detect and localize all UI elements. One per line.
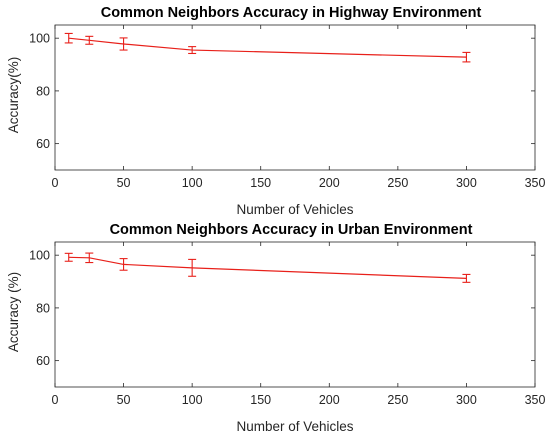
y-tick-label: 60	[36, 137, 50, 151]
chart-title: Common Neighbors Accuracy in Highway Env…	[101, 5, 482, 21]
x-tick-label: 150	[250, 393, 271, 407]
x-tick-label: 250	[387, 176, 408, 190]
y-tick-label: 100	[29, 249, 50, 263]
x-tick-label: 100	[182, 176, 203, 190]
axes-box	[54, 241, 536, 388]
x-tick-label: 0	[52, 393, 59, 407]
y-axis-label: Accuracy (%)	[6, 272, 21, 352]
x-tick-label: 150	[250, 176, 271, 190]
x-tick-label: 50	[117, 176, 131, 190]
x-tick-label: 0	[52, 176, 59, 190]
chart-urban: Common Neighbors Accuracy in Urban Envir…	[6, 222, 545, 434]
y-tick-label: 80	[36, 84, 50, 98]
chart-highway: Common Neighbors Accuracy in Highway Env…	[6, 5, 545, 217]
x-tick-label: 350	[525, 393, 546, 407]
plot-area: 0 50 100 150 200 250 300 350 60 80 100	[29, 24, 546, 190]
x-tick-label: 300	[456, 176, 477, 190]
y-axis-label: Accuracy(%)	[6, 57, 21, 134]
x-tick-label: 200	[319, 393, 340, 407]
y-tick-label: 80	[36, 301, 50, 315]
x-tick-label: 250	[387, 393, 408, 407]
chart-title: Common Neighbors Accuracy in Urban Envir…	[110, 222, 473, 238]
x-tick-label: 50	[117, 393, 131, 407]
x-tick-label: 100	[182, 393, 203, 407]
y-tick-label: 100	[29, 32, 50, 46]
x-tick-label: 300	[456, 393, 477, 407]
x-tick-label: 350	[525, 176, 546, 190]
axes-box	[54, 24, 536, 171]
plot-area: 0 50 100 150 200 250 300 350 60 80 100	[29, 241, 546, 407]
y-tick-label: 60	[36, 354, 50, 368]
x-axis-label: Number of Vehicles	[236, 202, 353, 217]
x-axis-label: Number of Vehicles	[236, 419, 353, 434]
x-tick-label: 200	[319, 176, 340, 190]
